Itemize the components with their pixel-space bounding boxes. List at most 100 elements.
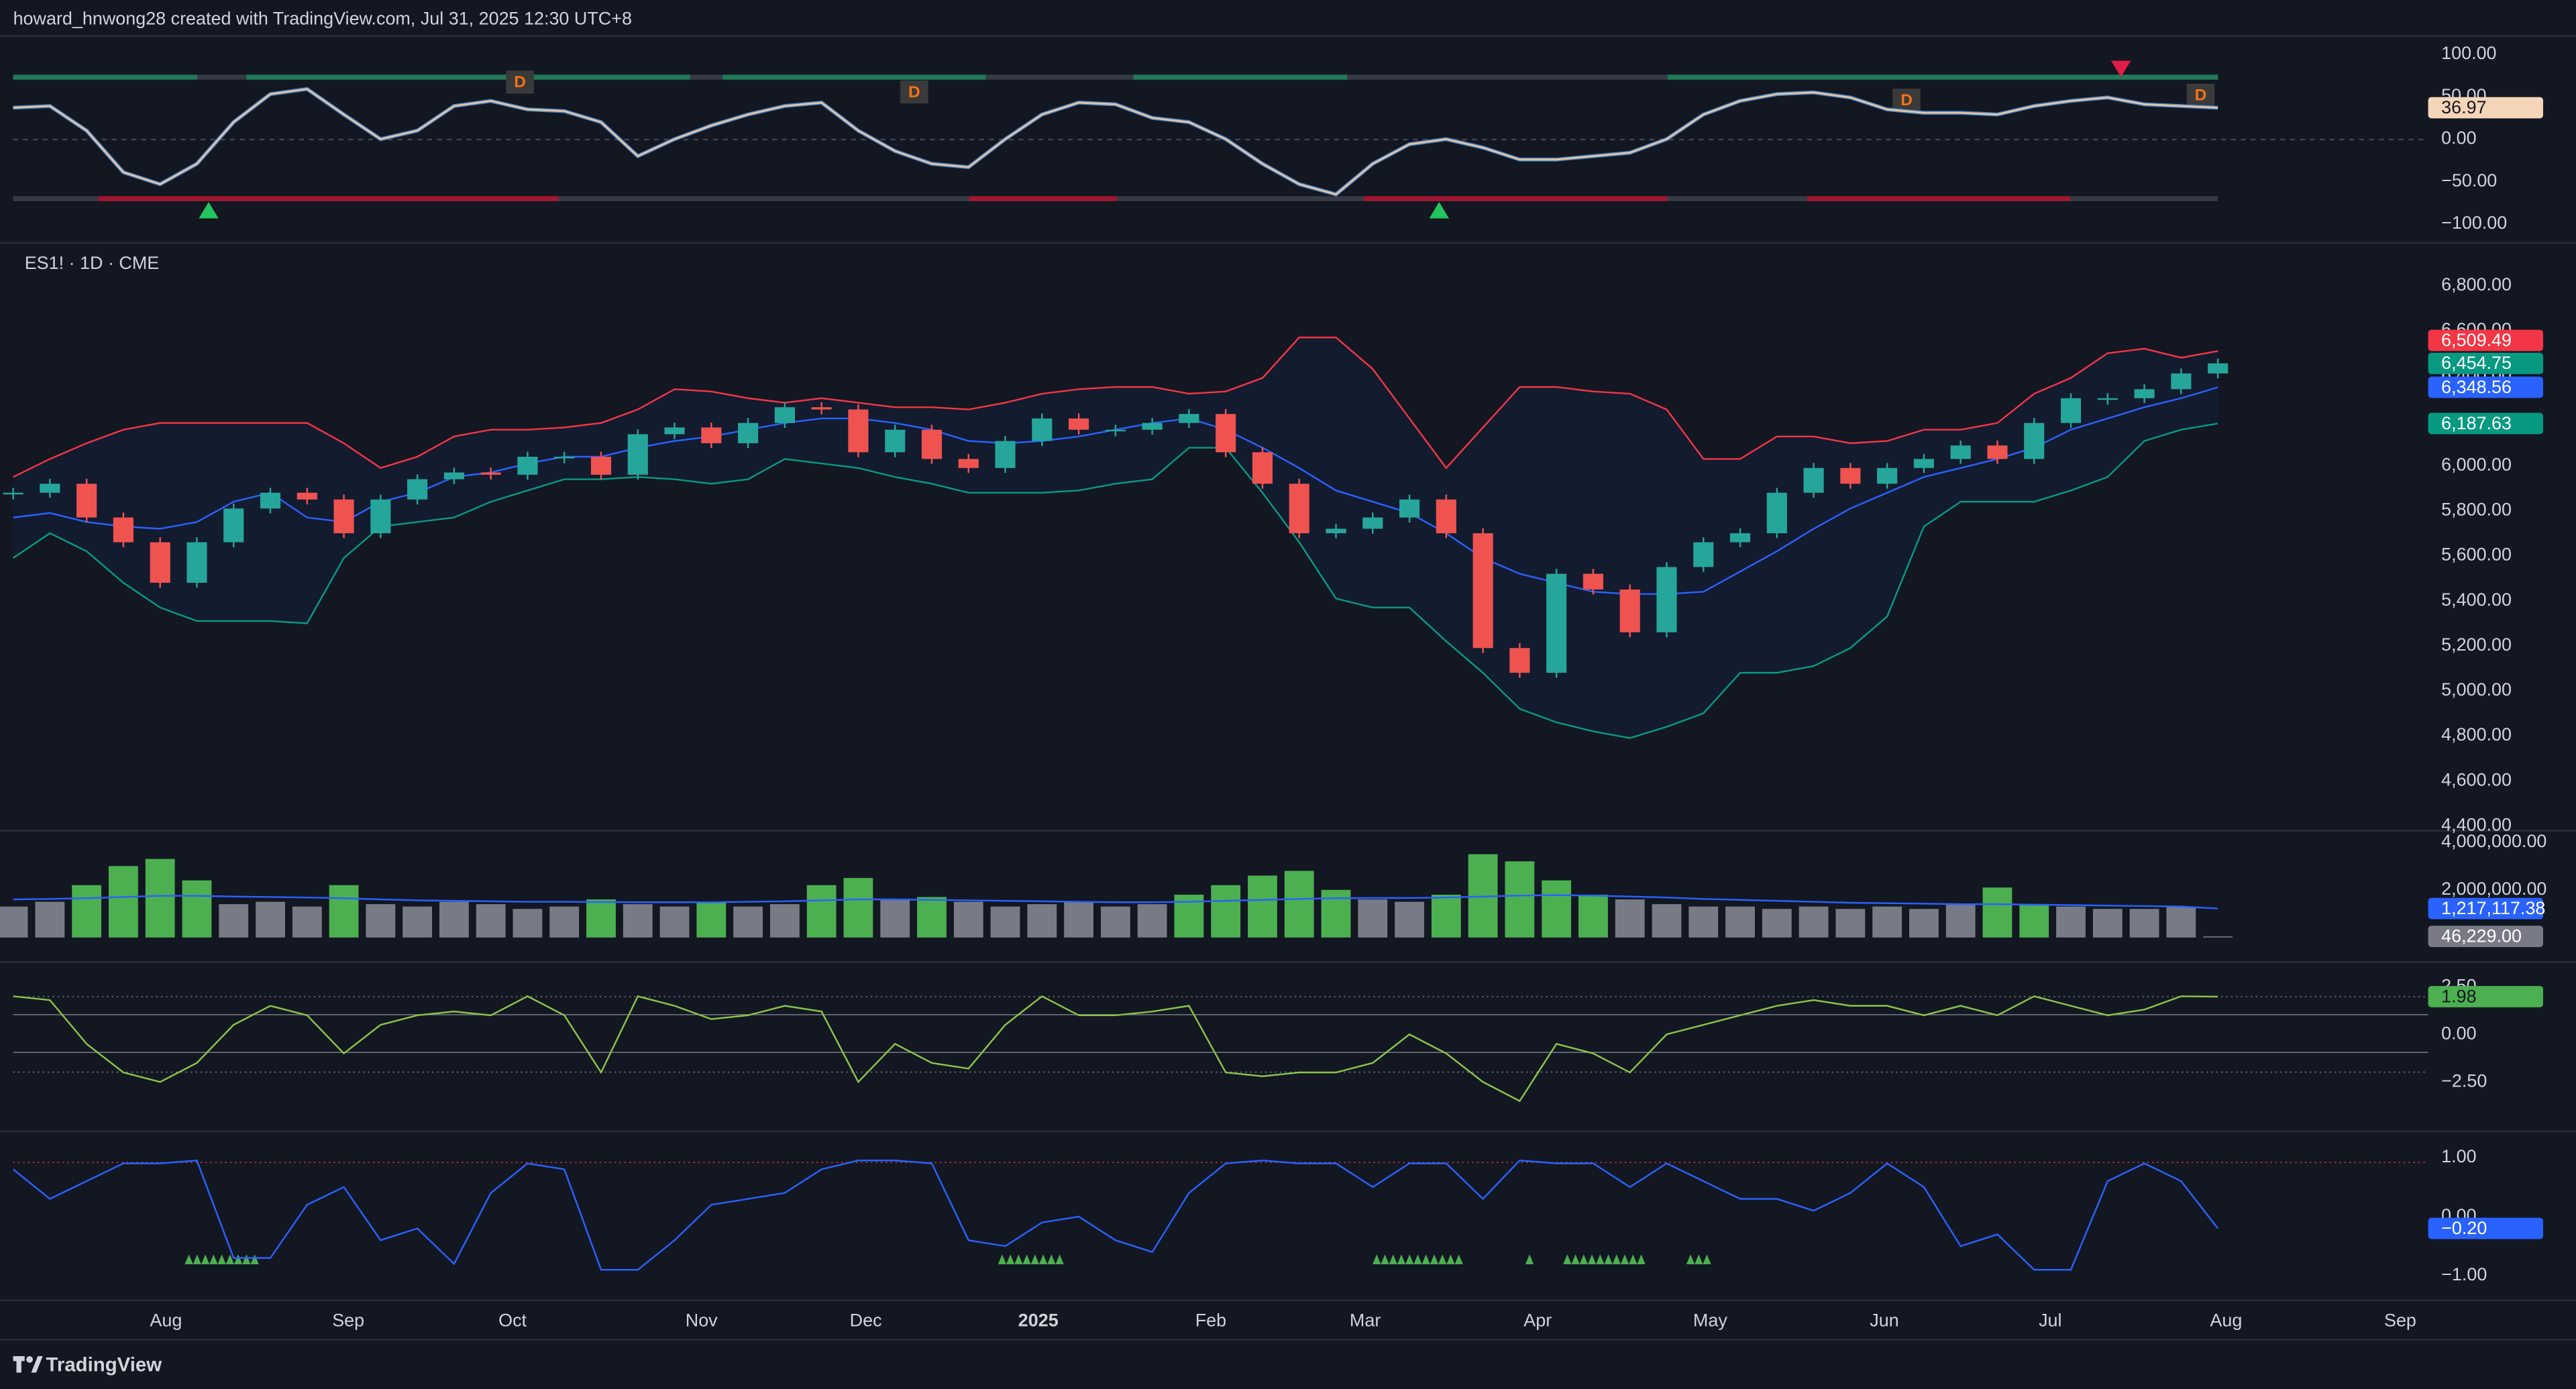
y-tick-label: 2,000,000.00 [2441,879,2546,899]
candle-body [848,409,869,453]
volume-bar [990,906,1020,938]
volume-bar [2019,904,2049,938]
volume-bar [2092,909,2123,938]
candle-body [223,508,244,543]
signal-triangle [1038,1254,1048,1264]
value-tag [2428,897,2544,920]
candle-body [2024,423,2045,459]
volume-bar [1211,885,1241,938]
volume-bar [917,897,947,938]
signal-triangle [242,1254,251,1264]
candle-body [738,423,759,443]
momentum-guides [13,996,2428,1073]
signal-triangle [1446,1254,1455,1264]
candle-body [480,472,501,475]
volume-bar [1909,909,1939,938]
candle-body [2208,363,2229,374]
candle-body [2171,373,2192,390]
value-tag [2428,926,2544,948]
candle-body [995,441,1016,468]
y-tick-label: 5,400.00 [2441,590,2512,610]
volume-bar [2166,906,2196,938]
symbol-label: ES1! · 1D · CME [25,253,160,273]
signal-triangle [1637,1254,1646,1264]
candle-body [1582,573,1604,590]
y-tick-label: 4,600.00 [2441,769,2512,789]
signal-triangle [184,1254,193,1264]
candle-body [885,429,906,453]
signal-triangle [1703,1254,1711,1264]
x-tick-label: Aug [2210,1311,2242,1331]
signal-triangle [1405,1254,1414,1264]
candle-body [370,499,391,534]
volume-bar [1542,880,1572,938]
y-tick-label: 6,000.00 [2441,455,2512,475]
volume-bar [1027,904,1057,938]
y-tick-label: 100.00 [2441,43,2496,63]
volume-bar [439,901,469,938]
candle-body [443,472,464,480]
y-tick-label: 0.00 [2441,128,2476,148]
y-tick-label: 5,600.00 [2441,545,2512,565]
signal-triangle [998,1254,1006,1264]
volume-bar [513,909,543,938]
candle-body [297,492,317,500]
volume-bar [476,904,506,938]
volume-bar [1688,906,1719,938]
candle-body [1803,467,1824,493]
candle-body [2060,398,2082,423]
x-tick-label: Feb [1195,1311,1226,1331]
candle-body [407,479,428,500]
divergence-badge [2186,83,2215,107]
volume-bar [1652,904,1682,938]
value-tag-label: 1.98 [2441,986,2476,1006]
x-tick-label: Jun [1870,1311,1898,1331]
signal-triangle [225,1254,234,1264]
volume-bar [402,906,433,938]
y-tick-label: −1.00 [2441,1264,2487,1284]
candle-body [1142,423,1163,430]
signal-triangle [1014,1254,1023,1264]
volume-bar [733,906,763,938]
divergence-label: D [908,83,920,101]
candle-body [1472,533,1493,649]
signal-triangle [233,1254,243,1264]
volume-bar [586,899,616,938]
volume-bar [1615,899,1645,938]
volume-bar [1578,894,1608,938]
candle-body [1069,418,1089,430]
value-tag [2428,329,2544,351]
y-tick-label: 4,000,000.00 [2441,831,2546,851]
candle-body [76,484,97,518]
candle-body [664,427,685,435]
volume-bar [292,906,322,938]
candle-body [517,456,538,475]
y-tick-label: 4,400.00 [2441,814,2512,834]
signal-triangle [1579,1254,1588,1264]
candle-body [590,456,612,475]
volume-bar [1395,901,1424,938]
volume-bar [35,901,65,938]
volume-bar [329,885,359,938]
candle-body [627,434,648,475]
x-tick-label: Oct [498,1311,527,1331]
candle-body [1766,492,1787,534]
divergence-badge [1892,89,1921,112]
candle-body [1840,467,1861,484]
candle-body [1252,452,1273,484]
volume-bar [0,906,28,938]
signal-triangle [217,1254,226,1264]
value-tag [2428,1217,2544,1239]
divergence-label: D [514,73,526,91]
candle-body [1436,499,1456,534]
signal-triangle [209,1254,218,1264]
volume-bar [72,885,102,938]
signal-triangle [1596,1254,1605,1264]
volume-bar [769,904,800,938]
sell-signal [2110,60,2131,78]
candle-body [1216,414,1236,453]
volume-bar [549,906,580,938]
